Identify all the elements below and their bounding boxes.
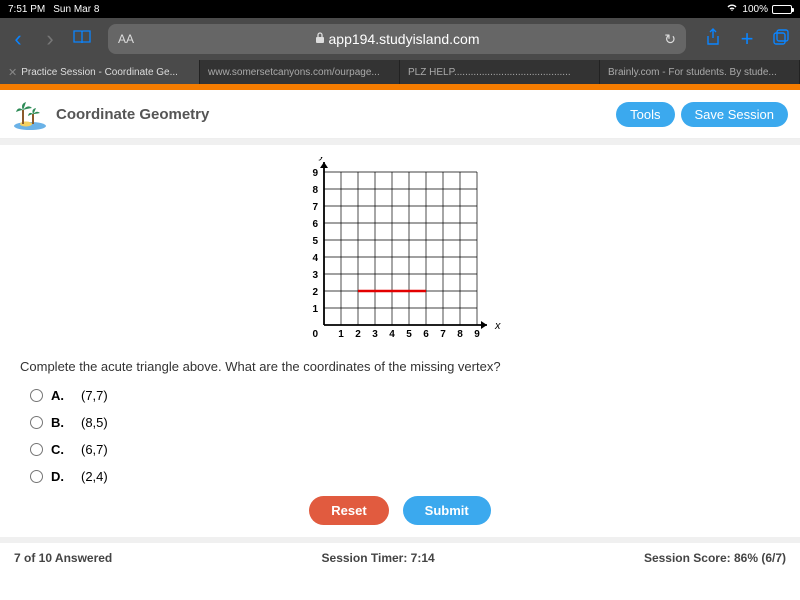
status-time: 7:51 PM (8, 4, 45, 15)
coordinate-grid: 1122334455667788990xy (20, 157, 780, 347)
svg-text:4: 4 (389, 329, 395, 340)
session-timer: Session Timer: 7:14 (322, 551, 435, 565)
choice-radio[interactable] (30, 443, 43, 456)
tab-label: Brainly.com - For students. By stude... (608, 67, 777, 78)
svg-text:9: 9 (474, 329, 480, 340)
bookmarks-icon[interactable] (72, 29, 92, 50)
svg-text:5: 5 (406, 329, 412, 340)
svg-text:0: 0 (312, 329, 318, 340)
submit-button[interactable]: Submit (403, 496, 491, 525)
choice-text: (2,4) (81, 469, 108, 484)
url-text: app194.studyisland.com (329, 31, 480, 47)
tab-label: Practice Session - Coordinate Ge... (21, 67, 178, 78)
tab-label: PLZ HELP................................… (408, 67, 571, 78)
share-icon[interactable] (702, 28, 724, 51)
choice-letter: D. (51, 469, 69, 484)
choice-radio[interactable] (30, 416, 43, 429)
new-tab-icon[interactable]: + (736, 26, 758, 52)
url-bar[interactable]: AA app194.studyisland.com ↻ (108, 24, 686, 54)
reset-button[interactable]: Reset (309, 496, 388, 525)
choice-radio[interactable] (30, 470, 43, 483)
battery-percent: 100% (742, 4, 768, 15)
choice-letter: C. (51, 442, 69, 457)
tab-3[interactable]: Brainly.com - For students. By stude... (600, 60, 800, 84)
svg-text:3: 3 (312, 270, 318, 281)
svg-text:1: 1 (338, 329, 344, 340)
svg-text:6: 6 (312, 219, 318, 230)
logo-icon (12, 96, 48, 132)
text-size-button[interactable]: AA (118, 32, 134, 46)
tab-bar: ✕ Practice Session - Coordinate Ge... ww… (0, 60, 800, 84)
choice-text: (8,5) (81, 415, 108, 430)
tab-1[interactable]: www.somersetcanyons.com/ourpage... (200, 60, 400, 84)
svg-text:7: 7 (312, 202, 318, 213)
status-date: Sun Mar 8 (53, 4, 99, 15)
page-header: Coordinate Geometry Tools Save Session (0, 90, 800, 139)
svg-text:2: 2 (355, 329, 361, 340)
close-icon[interactable]: ✕ (8, 66, 17, 79)
browser-toolbar: ‹ › AA app194.studyisland.com ↻ + (0, 18, 800, 60)
session-score: Session Score: 86% (6/7) (644, 551, 786, 565)
action-buttons: Reset Submit (20, 496, 780, 525)
tab-2[interactable]: PLZ HELP................................… (400, 60, 600, 84)
back-button[interactable]: ‹ (8, 26, 28, 52)
svg-text:5: 5 (312, 236, 318, 247)
svg-text:9: 9 (312, 168, 318, 179)
session-footer: 7 of 10 Answered Session Timer: 7:14 Ses… (0, 543, 800, 573)
svg-text:4: 4 (312, 253, 318, 264)
wifi-icon (726, 3, 738, 15)
choice-a[interactable]: A. (7,7) (30, 388, 780, 403)
svg-text:8: 8 (457, 329, 463, 340)
tools-button[interactable]: Tools (616, 102, 674, 127)
answer-choices: A. (7,7) B. (8,5) C. (6,7) D. (2,4) (30, 388, 780, 484)
choice-letter: B. (51, 415, 69, 430)
svg-text:2: 2 (312, 287, 318, 298)
answered-count: 7 of 10 Answered (14, 551, 112, 565)
choice-text: (6,7) (81, 442, 108, 457)
choice-c[interactable]: C. (6,7) (30, 442, 780, 457)
question-text: Complete the acute triangle above. What … (20, 359, 780, 374)
svg-text:3: 3 (372, 329, 378, 340)
lock-icon (315, 32, 325, 47)
svg-text:x: x (494, 320, 501, 332)
svg-text:8: 8 (312, 185, 318, 196)
question-content: 1122334455667788990xy Complete the acute… (0, 145, 800, 537)
choice-radio[interactable] (30, 389, 43, 402)
choice-letter: A. (51, 388, 69, 403)
svg-text:y: y (318, 157, 326, 161)
tab-label: www.somersetcanyons.com/ourpage... (208, 67, 380, 78)
forward-button[interactable]: › (40, 26, 60, 52)
status-bar: 7:51 PM Sun Mar 8 100% (0, 0, 800, 18)
battery-icon (772, 5, 792, 14)
reload-icon[interactable]: ↻ (664, 31, 676, 48)
save-session-button[interactable]: Save Session (681, 102, 789, 127)
page-title: Coordinate Geometry (56, 106, 610, 123)
choice-b[interactable]: B. (8,5) (30, 415, 780, 430)
choice-d[interactable]: D. (2,4) (30, 469, 780, 484)
svg-text:6: 6 (423, 329, 429, 340)
svg-text:1: 1 (312, 304, 318, 315)
svg-text:7: 7 (440, 329, 446, 340)
tabs-icon[interactable] (770, 28, 792, 51)
choice-text: (7,7) (81, 388, 108, 403)
tab-0[interactable]: ✕ Practice Session - Coordinate Ge... (0, 60, 200, 84)
